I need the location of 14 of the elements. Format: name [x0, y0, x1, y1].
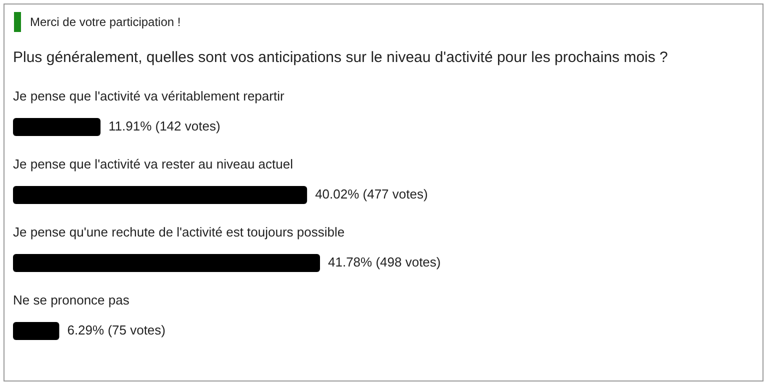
data-label: 41.78% (498 votes) — [328, 254, 441, 270]
bar — [13, 118, 101, 136]
y-tick-label: Je pense que l'activité va rester au niveau actuel — [13, 156, 294, 172]
chart-title: Plus généralement, quelles sont vos anticipations sur le niveau d'activité pour les prochains mois ? — [13, 48, 668, 66]
bar — [13, 186, 308, 204]
y-tick-label: Ne se prononce pas — [13, 292, 130, 308]
y-tick-label: Je pense que l'activité va véritablement repartir — [13, 88, 285, 104]
data-label: 40.02% (477 votes) — [315, 186, 428, 202]
chart-subtitle: Merci de votre participation ! — [30, 15, 181, 30]
data-label: 6.29% (75 votes) — [67, 322, 166, 338]
y-tick-label: Je pense qu'une rechute de l'activité est toujours possible — [13, 224, 345, 240]
bar — [13, 254, 320, 272]
data-label: 11.91% (142 votes) — [108, 118, 220, 134]
bar — [13, 322, 60, 340]
